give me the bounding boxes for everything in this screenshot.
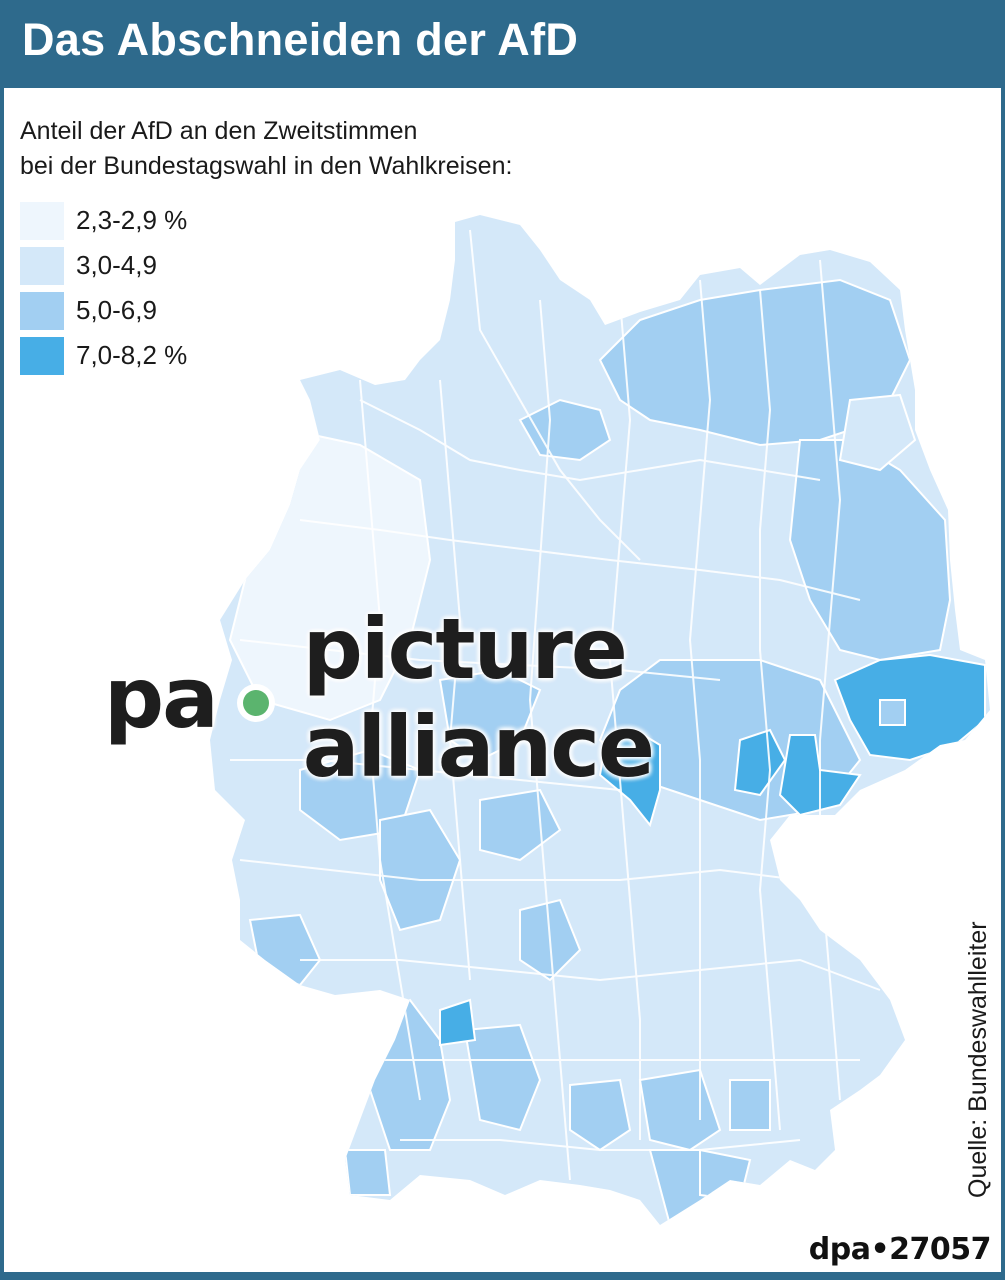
map-panel: Anteil der AfD an den Zweitstimmen bei d… bbox=[4, 88, 1001, 1272]
header-bar: Das Abschneiden der AfD bbox=[0, 0, 1005, 86]
source-note: Quelle: Bundeswahlleiter bbox=[964, 921, 992, 1198]
legend-swatch bbox=[20, 336, 64, 375]
legend-item-lowest: 2,3-2,9 % bbox=[20, 198, 187, 243]
legend-swatch bbox=[20, 291, 64, 330]
legend-item-low: 3,0-4,9 bbox=[20, 243, 187, 288]
legend-swatch bbox=[20, 246, 64, 285]
legend-item-high: 7,0-8,2 % bbox=[20, 333, 187, 378]
legend-label: 3,0-4,9 bbox=[76, 250, 157, 280]
legend: 2,3-2,9 % 3,0-4,9 5,0-6,9 7,0-8,2 % bbox=[20, 198, 187, 378]
watermark-pa: pa bbox=[104, 649, 219, 747]
germany-map bbox=[210, 215, 990, 1225]
legend-item-medium: 5,0-6,9 bbox=[20, 288, 187, 333]
map-subtitle: Anteil der AfD an den Zweitstimmen bei d… bbox=[20, 114, 512, 184]
legend-label: 7,0-8,2 % bbox=[76, 340, 188, 370]
dpa-credit: dpa•27057 bbox=[808, 1232, 992, 1267]
watermark-text: picture alliance bbox=[302, 600, 655, 796]
legend-label: 2,3-2,9 % bbox=[76, 205, 188, 235]
legend-swatch bbox=[20, 201, 64, 240]
subtitle-line-1: Anteil der AfD an den Zweitstimmen bbox=[20, 117, 418, 145]
legend-label: 5,0-6,9 bbox=[76, 295, 157, 325]
subtitle-line-2: bei der Bundestagswahl in den Wahlkreise… bbox=[20, 152, 513, 180]
page-title: Das Abschneiden der AfD bbox=[22, 14, 579, 65]
picture-alliance-watermark: pa picture alliance bbox=[104, 600, 1001, 796]
watermark-dot-icon bbox=[242, 690, 269, 716]
